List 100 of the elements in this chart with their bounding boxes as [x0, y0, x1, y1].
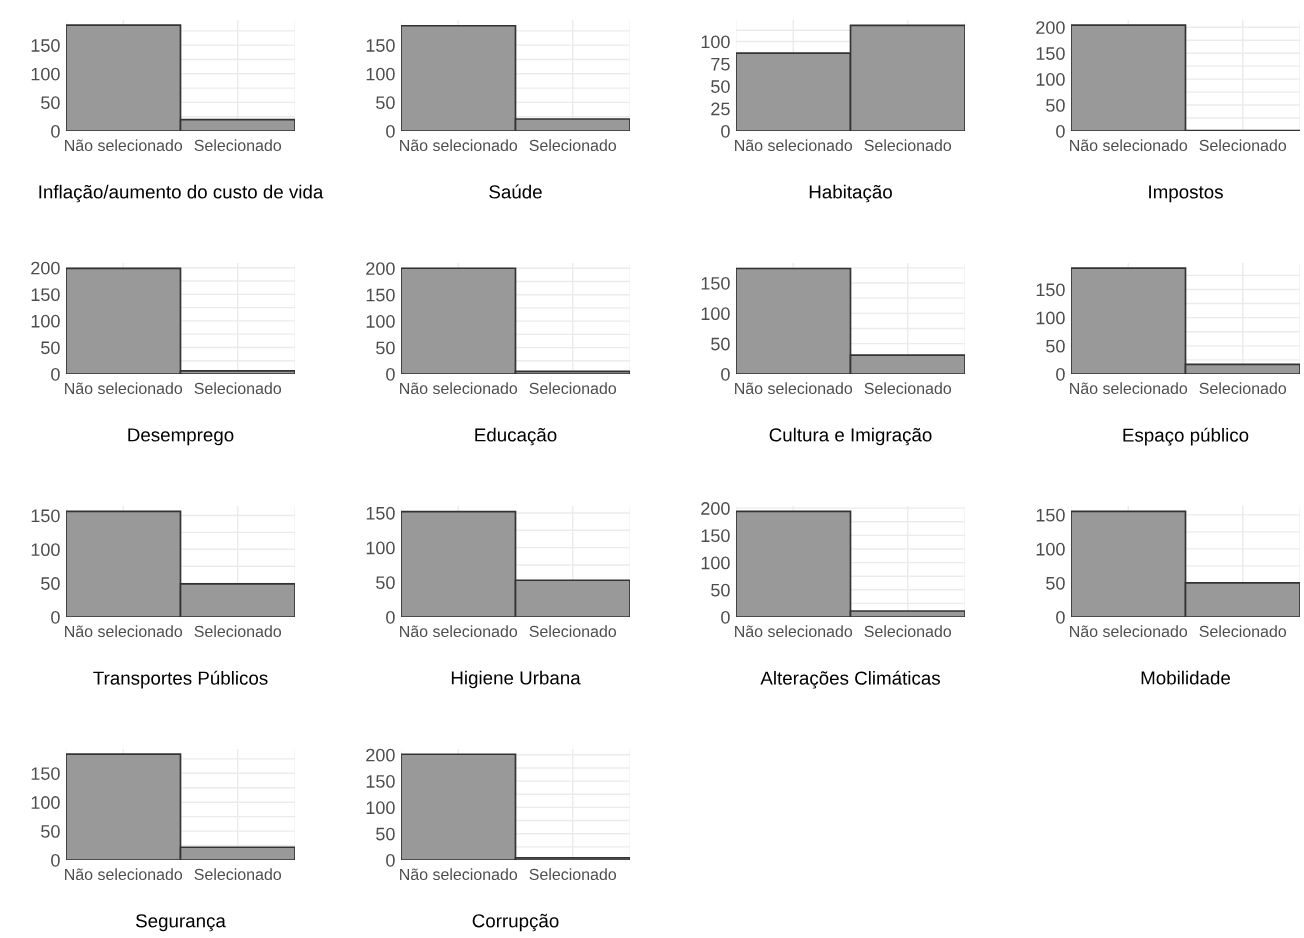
x-tick-label: Não selecionado — [65, 868, 183, 881]
y-tick-label: 100 — [31, 314, 60, 328]
x-tick-label: Selecionado — [1199, 625, 1287, 638]
y-tick-label: 0 — [51, 853, 60, 867]
x-tick-label: Não selecionado — [400, 382, 518, 395]
x-axis-title: Habitação — [809, 184, 892, 203]
y-tick-label: 50 — [1046, 339, 1065, 353]
x-tick-label: Não selecionado — [1070, 139, 1188, 152]
y-tick-label: 0 — [386, 367, 395, 381]
y-tick-label: 0 — [1056, 124, 1065, 138]
y-tick-label: 50 — [1046, 576, 1065, 590]
x-axis-title: Espaço público — [1123, 427, 1249, 446]
y-tick-label: 100 — [1036, 542, 1065, 556]
y-tick-label: 50 — [41, 825, 60, 838]
y-tick-label: 0 — [1056, 610, 1065, 624]
x-tick-label: Não selecionado — [735, 139, 853, 152]
x-tick-label: Não selecionado — [735, 625, 853, 638]
y-tick-label: 150 — [701, 529, 730, 543]
y-tick-label: 150 — [701, 276, 730, 290]
x-axis-title: Inflação/aumento do custo de vida — [39, 184, 324, 203]
y-tick-label: 150 — [366, 288, 395, 302]
y-tick-label: 100 — [31, 543, 60, 557]
y-tick-label: 50 — [711, 80, 730, 93]
y-tick-label: 50 — [711, 583, 730, 597]
x-tick-label: Selecionado — [194, 139, 282, 152]
x-tick-label: Selecionado — [194, 868, 282, 881]
y-tick-label: 150 — [366, 506, 395, 520]
x-tick-label: Selecionado — [1199, 382, 1287, 395]
y-tick-label: 100 — [366, 541, 395, 555]
x-tick-label: Selecionado — [529, 625, 617, 638]
x-tick-label: Não selecionado — [1070, 382, 1188, 395]
x-axis-title: Impostos — [1149, 185, 1223, 203]
x-axis-title: Cultura e Imigração — [769, 427, 932, 446]
y-tick-label: 0 — [386, 124, 395, 138]
x-axis-title: Mobilidade — [1141, 670, 1231, 685]
y-tick-label: 150 — [31, 288, 60, 302]
x-tick-label: Selecionado — [864, 382, 952, 395]
x-axis-title: Alterações Climáticas — [760, 670, 940, 689]
y-tick-label: 150 — [366, 775, 395, 788]
y-tick-label: 150 — [366, 39, 395, 52]
x-tick-label: Selecionado — [529, 868, 617, 881]
x-tick-label: Não selecionado — [65, 382, 183, 395]
y-tick-label: 100 — [31, 67, 60, 81]
y-tick-label: 0 — [51, 367, 60, 381]
x-tick-label: Selecionado — [864, 139, 952, 152]
y-tick-label: 50 — [376, 341, 395, 355]
y-tick-label: 0 — [386, 610, 395, 624]
y-tick-label: 100 — [701, 556, 730, 570]
x-tick-label: Não selecionado — [735, 382, 853, 395]
x-tick-label: Não selecionado — [400, 868, 518, 881]
x-tick-label: Selecionado — [529, 382, 617, 395]
y-tick-label: 150 — [31, 767, 60, 780]
y-tick-label: 0 — [51, 610, 60, 624]
y-tick-label: 50 — [376, 827, 395, 841]
y-tick-label: 150 — [1036, 283, 1065, 297]
x-axis-title: Desemprego — [128, 428, 234, 446]
y-tick-label: 75 — [711, 57, 730, 71]
y-tick-label: 0 — [51, 124, 60, 138]
y-tick-label: 100 — [366, 801, 395, 815]
y-tick-label: 100 — [1036, 73, 1065, 86]
y-tick-label: 100 — [31, 796, 60, 809]
x-tick-label: Não selecionado — [1070, 625, 1188, 638]
x-tick-label: Não selecionado — [400, 625, 518, 638]
x-tick-label: Não selecionado — [65, 139, 183, 152]
x-tick-label: Selecionado — [864, 625, 952, 638]
y-tick-label: 0 — [721, 124, 730, 138]
y-tick-label: 100 — [366, 67, 395, 81]
y-tick-label: 50 — [41, 341, 60, 355]
y-tick-label: 50 — [41, 96, 60, 110]
y-tick-label: 0 — [1056, 367, 1065, 381]
y-tick-label: 0 — [386, 853, 395, 867]
x-tick-label: Não selecionado — [65, 625, 183, 638]
y-tick-label: 25 — [711, 102, 730, 116]
y-tick-label: 150 — [1036, 508, 1065, 522]
x-tick-label: Selecionado — [1199, 139, 1287, 152]
y-tick-label: 0 — [721, 367, 730, 381]
y-tick-label: 50 — [41, 577, 60, 590]
x-axis-title: Educação — [475, 427, 557, 446]
x-tick-label: Selecionado — [529, 139, 617, 152]
x-axis-title: Higiene Urbana — [451, 670, 581, 689]
y-tick-label: 50 — [376, 576, 395, 590]
x-axis-title: Segurança — [136, 914, 226, 932]
x-axis-title: Transportes Públicos — [93, 670, 268, 689]
x-axis-title: Corrupção — [472, 913, 559, 932]
y-tick-label: 100 — [701, 35, 730, 49]
y-tick-label: 100 — [701, 307, 730, 321]
y-tick-label: 150 — [1036, 47, 1065, 60]
y-tick-label: 200 — [366, 748, 395, 762]
x-tick-label: Selecionado — [194, 625, 282, 638]
y-tick-label: 200 — [31, 261, 60, 275]
y-tick-label: 0 — [721, 610, 730, 624]
x-tick-label: Selecionado — [194, 382, 282, 395]
y-tick-label: 150 — [31, 509, 60, 523]
y-tick-label: 200 — [366, 262, 395, 276]
y-tick-label: 50 — [376, 96, 395, 110]
y-tick-label: 200 — [1036, 21, 1065, 34]
y-tick-label: 200 — [701, 502, 730, 515]
y-tick-label: 50 — [711, 337, 730, 351]
y-tick-label: 100 — [1036, 311, 1065, 325]
x-axis-title: Saúde — [489, 184, 542, 199]
